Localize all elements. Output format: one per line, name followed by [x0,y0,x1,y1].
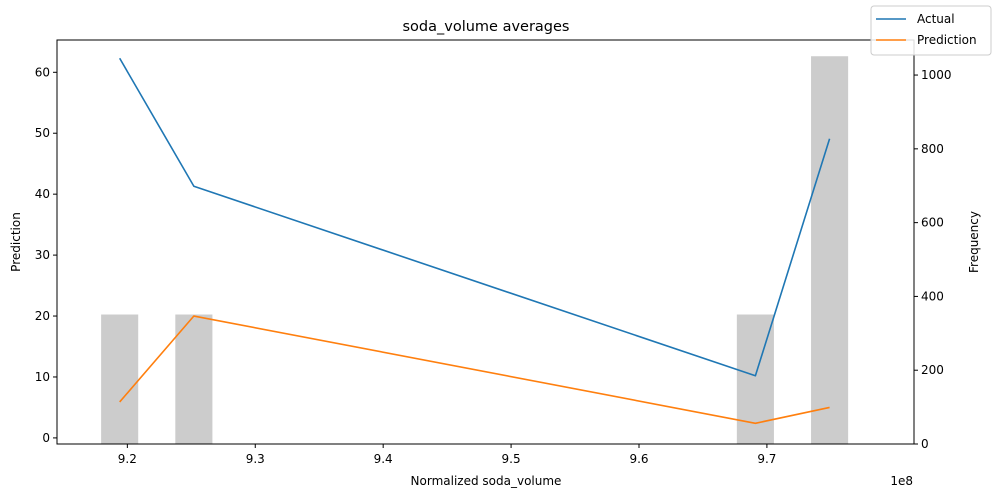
histogram-bars [101,56,849,444]
series-line-prediction [119,315,830,425]
left-y-axis-ticks: 0 10 20 30 40 50 60 [35,65,57,445]
x-axis-ticks: 9.2 9.3 9.4 9.5 9.6 9.7 [118,444,776,466]
left-y-tick-label: 0 [42,431,50,445]
legend: Actual Prediction [870,5,992,56]
left-y-tick-label: 10 [35,370,50,384]
histogram-bar [811,56,849,444]
left-y-tick-label: 40 [35,187,50,201]
x-axis-scale-label: 1e8 [890,474,913,488]
right-y-tick-label: 0 [921,437,929,451]
legend-label-prediction: Prediction [917,33,977,47]
series-lines [118,57,831,425]
histogram-bar [101,314,139,444]
right-y-tick-label: 800 [921,142,944,156]
plot-frame [56,39,915,445]
left-y-tick-label: 20 [35,309,50,323]
x-tick-label: 9.6 [629,452,648,466]
x-tick-label: 9.4 [374,452,393,466]
left-y-tick-label: 50 [35,126,50,140]
x-tick-label: 9.5 [502,452,521,466]
right-y-axis-label: Frequency [967,211,981,273]
series-line-actual [118,57,831,377]
right-y-axis-ticks: 0 200 400 600 800 1000 [914,68,952,451]
right-y-tick-label: 600 [921,216,944,230]
right-y-tick-label: 200 [921,363,944,377]
left-y-tick-label: 60 [35,65,50,79]
x-tick-label: 9.3 [246,452,265,466]
right-y-tick-label: 1000 [921,68,952,82]
chart-title: soda_volume averages [402,19,569,35]
x-tick-label: 9.7 [757,452,776,466]
right-y-tick-label: 400 [921,289,944,303]
left-y-axis-label: Prediction [9,212,23,272]
legend-label-actual: Actual [917,12,955,26]
x-tick-label: 9.2 [118,452,137,466]
left-y-tick-label: 30 [35,248,50,262]
x-axis-label: Normalized soda_volume [411,474,562,488]
histogram-bar [175,314,213,444]
